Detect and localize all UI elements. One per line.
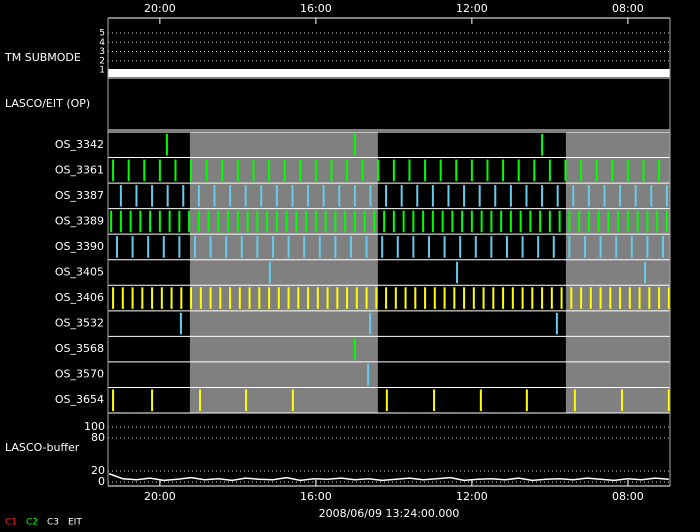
submode-label: TM SUBMODE <box>4 51 81 64</box>
x-tick-label: 12:00 <box>456 2 488 15</box>
legend-entry: C1 <box>5 518 17 528</box>
y-tick-label: 100 <box>84 420 105 433</box>
lasco-eit-label: LASCO/EIT (OP) <box>5 97 90 110</box>
legend-entry: EIT <box>68 518 82 528</box>
row-label: OS_3406 <box>55 291 104 304</box>
x-tick-label: 08:00 <box>612 490 644 503</box>
buffer-line <box>108 473 669 482</box>
row-label: OS_3342 <box>55 138 104 151</box>
date-label: 2008/06/09 13:24:00.000 <box>319 507 460 520</box>
x-tick-label: 12:00 <box>456 490 488 503</box>
legend-entry: C3 <box>47 518 59 528</box>
row-label: OS_3390 <box>55 240 104 253</box>
shaded-period <box>565 132 670 413</box>
y-tick-label: 3 <box>99 47 105 57</box>
legend-entry: C2 <box>26 518 38 528</box>
row-label: OS_3387 <box>55 189 104 202</box>
y-tick-label: 2 <box>99 56 105 66</box>
row-label: OS_3568 <box>55 342 104 355</box>
buffer-label: LASCO-buffer <box>5 441 80 454</box>
y-tick-label: 20 <box>91 464 105 477</box>
row-label: OS_3389 <box>55 214 104 227</box>
x-tick-label: 08:00 <box>612 2 644 15</box>
row-label: OS_3654 <box>55 393 104 406</box>
y-tick-label: 80 <box>91 431 105 444</box>
x-tick-label: 20:00 <box>144 2 176 15</box>
y-tick-label: 4 <box>99 38 105 48</box>
row-label: OS_3570 <box>55 368 104 381</box>
row-label: OS_3361 <box>55 163 104 176</box>
y-tick-label: 0 <box>98 475 105 488</box>
x-tick-label: 20:00 <box>144 490 176 503</box>
x-tick-label: 16:00 <box>300 2 332 15</box>
y-tick-label: 1 <box>99 66 105 76</box>
x-tick-label: 16:00 <box>300 490 332 503</box>
row-label: OS_3405 <box>55 266 104 279</box>
submode-bar <box>108 69 670 77</box>
y-tick-label: 5 <box>99 29 105 39</box>
row-label: OS_3532 <box>55 317 104 330</box>
